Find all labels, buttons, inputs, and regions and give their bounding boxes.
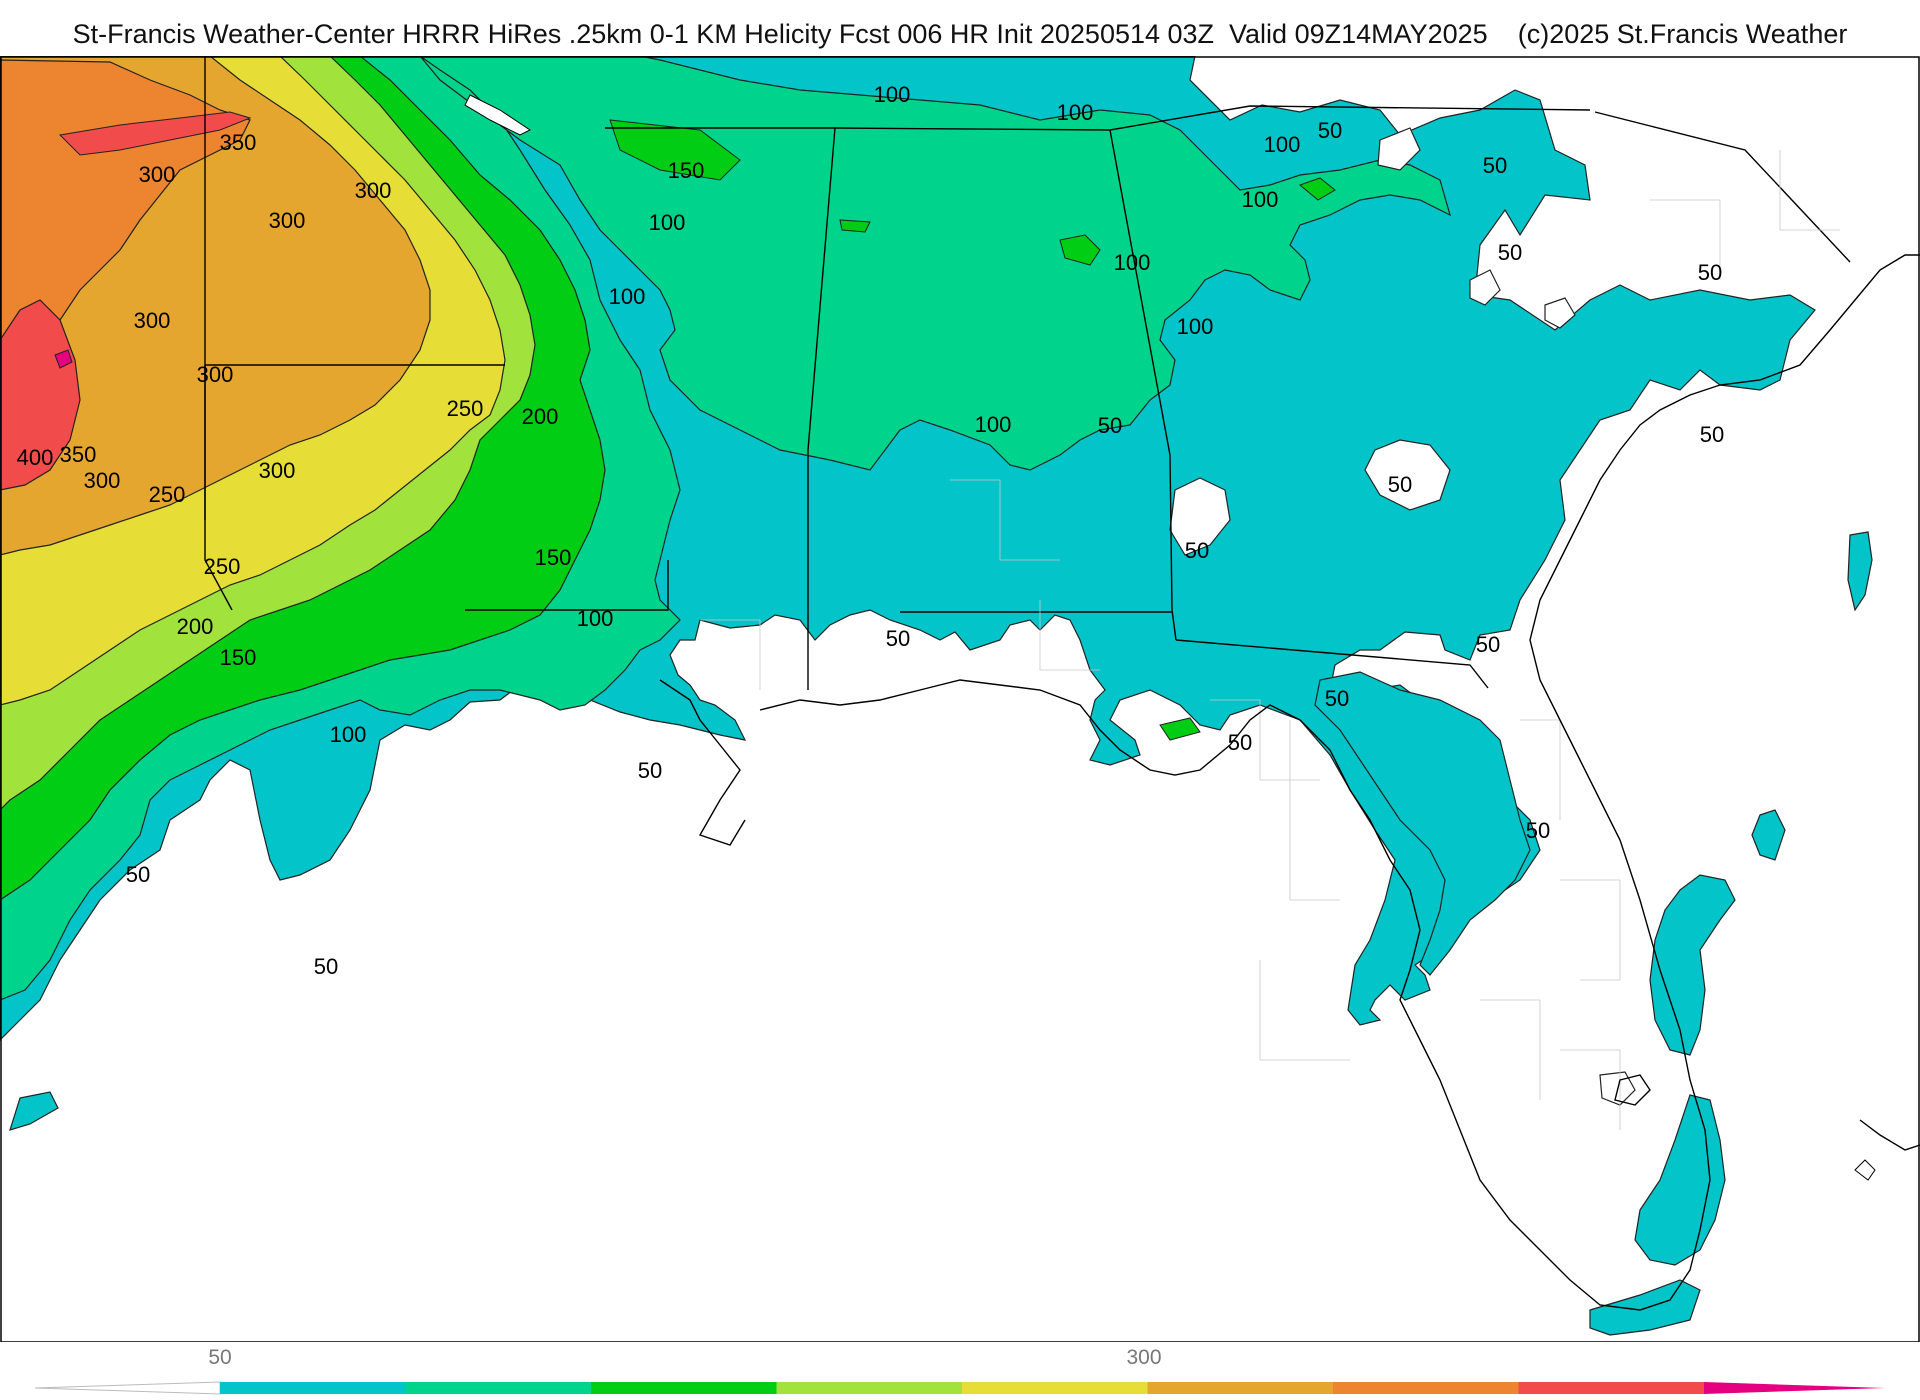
contour-label: 100 (1114, 250, 1151, 275)
legend-tip-low (34, 1381, 221, 1395)
legend-swatch (1147, 1382, 1333, 1394)
contour-label: 150 (668, 158, 705, 183)
contour-label: 200 (177, 614, 214, 639)
state-boundaries (204, 56, 1851, 690)
contour-label: 50 (126, 862, 150, 887)
map-title: St-Francis Weather-Center HRRR HiRes .25… (72, 19, 1848, 49)
contour-label: 50 (1483, 153, 1507, 178)
gap-6 (1544, 297, 1576, 329)
fl-cell-west (1314, 671, 1531, 976)
fl-cell-south (1634, 1094, 1726, 1266)
cell-green-3 (839, 219, 871, 233)
gap-3 (1377, 127, 1421, 171)
contour-label: 100 (874, 82, 911, 107)
cell-green-2 (1059, 234, 1101, 266)
legend-swatch (1518, 1382, 1704, 1394)
contour-label: 100 (649, 210, 686, 235)
contour-label: 50 (638, 758, 662, 783)
gap-1 (1364, 439, 1451, 511)
legend-swatch (776, 1382, 962, 1394)
contour-label: 100 (1264, 132, 1301, 157)
contour-label: 50 (886, 626, 910, 651)
band-450-spot (54, 349, 73, 369)
contour-label: 100 (975, 412, 1012, 437)
legend-swatch (405, 1382, 591, 1394)
helicity-map: 400 350 350 300 300 300 300 300 300 300 … (0, 56, 1920, 1342)
contour-label: 50 (1526, 818, 1550, 843)
contour-label: 50 (1325, 686, 1349, 711)
contour-label: 250 (149, 482, 186, 507)
legend-label-low: 50 (208, 1346, 231, 1369)
bahama-cell (1751, 809, 1786, 861)
contour-labels: 400 350 350 300 300 300 300 300 300 300 … (17, 82, 1725, 979)
contour-label: 250 (447, 396, 484, 421)
contour-label: 150 (220, 645, 257, 670)
contour-label: 100 (577, 606, 614, 631)
contour-label: 50 (1498, 240, 1522, 265)
contour-label: 100 (1242, 187, 1279, 212)
gap-5 (1469, 269, 1501, 306)
contour-label: 300 (134, 308, 171, 333)
contour-label: 300 (139, 162, 176, 187)
contour-label: 300 (197, 362, 234, 387)
gap-2 (1169, 477, 1231, 556)
cell-green-5 (609, 119, 741, 181)
contour-label: 50 (1388, 472, 1412, 497)
atlantic-cell (1847, 531, 1873, 612)
gulf-cell-west (9, 1091, 59, 1131)
contour-label: 100 (1177, 314, 1214, 339)
contour-label: 50 (1700, 422, 1724, 447)
legend-swatch (1333, 1382, 1519, 1394)
legend-color-bar (34, 1381, 1885, 1395)
fl-cell-east (1649, 874, 1736, 1056)
contour-label: 50 (1185, 538, 1209, 563)
contour-label: 50 (1698, 260, 1722, 285)
contour-label: 250 (204, 554, 241, 579)
contour-label: 50 (1228, 730, 1252, 755)
lake-2 (1854, 1159, 1876, 1181)
legend-tip-high (1704, 1382, 1885, 1394)
band-400-streak (58, 111, 252, 156)
contour-label: 100 (609, 284, 646, 309)
lake-1 (464, 94, 531, 136)
color-legend: 50 300 (34, 1346, 1885, 1395)
contour-label: 50 (1098, 413, 1122, 438)
legend-swatch (962, 1382, 1148, 1394)
contour-label: 300 (84, 468, 121, 493)
legend-swatch (591, 1382, 777, 1394)
contour-label: 100 (330, 722, 367, 747)
contour-label: 300 (269, 208, 306, 233)
contour-label: 350 (60, 442, 97, 467)
contour-label: 300 (355, 178, 392, 203)
band-400 (0, 299, 81, 491)
contour-label: 50 (1318, 118, 1342, 143)
contour-label: 100 (1057, 100, 1094, 125)
contour-label: 400 (17, 445, 54, 470)
fl-cell-keys (1589, 1279, 1701, 1336)
contour-label: 300 (259, 458, 296, 483)
legend-swatch (220, 1382, 406, 1394)
contour-label: 50 (314, 954, 338, 979)
map-frame (0, 56, 1920, 1342)
cell-green-4 (1159, 717, 1201, 741)
legend-label-high: 300 (1126, 1346, 1161, 1369)
coastline (659, 254, 1920, 1311)
contour-label: 150 (535, 545, 572, 570)
contour-label: 50 (1476, 632, 1500, 657)
contour-label: 200 (522, 404, 559, 429)
contour-label: 350 (220, 130, 257, 155)
cell-green-1 (1299, 177, 1336, 201)
